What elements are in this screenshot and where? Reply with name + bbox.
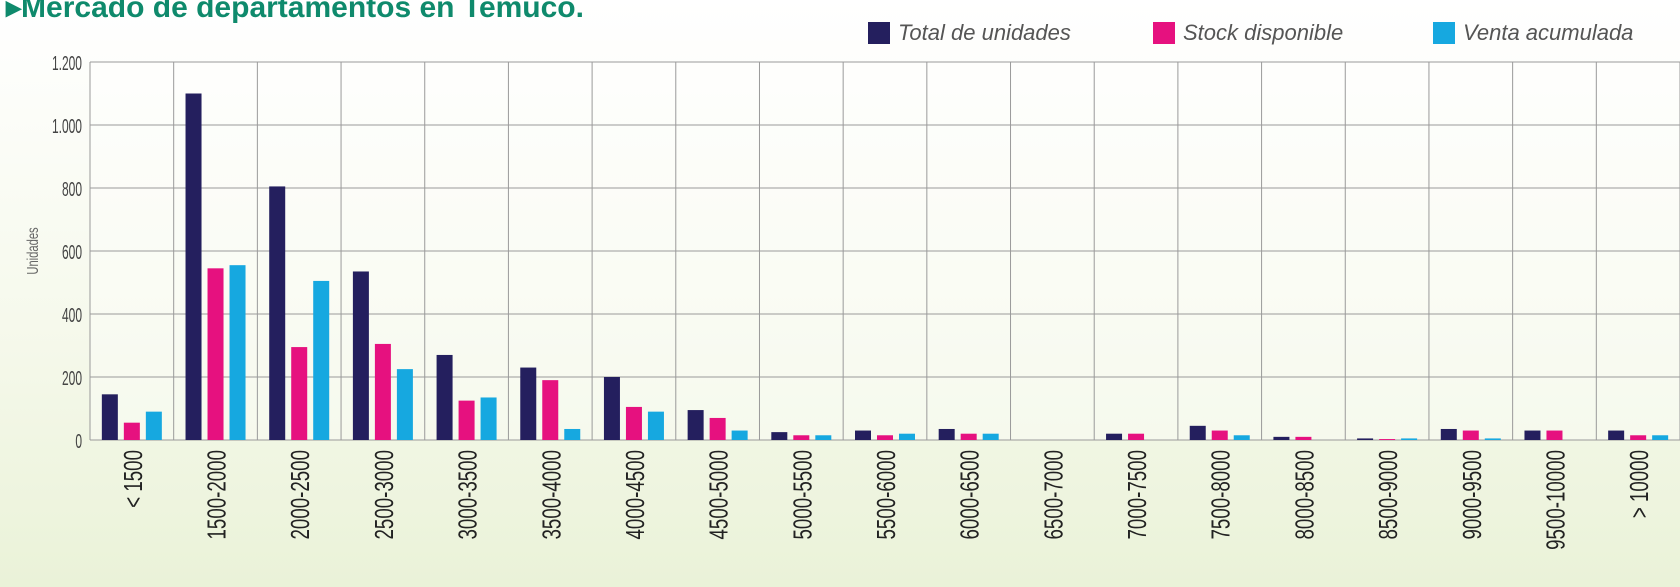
bar-total-de-unidades-2 (269, 186, 286, 440)
bar-total-de-unidades-6 (603, 377, 620, 440)
bar-total-de-unidades-5 (520, 367, 537, 440)
bar-venta-acumulada-5 (564, 428, 581, 440)
bar-venta-acumulada-8 (815, 435, 832, 440)
bar-venta-acumulada-3 (396, 369, 413, 440)
y-tick-label: 0 (75, 431, 82, 453)
bar-stock-disponible-5 (542, 380, 559, 440)
bar-total-de-unidades-9 (855, 430, 871, 440)
bar-venta-acumulada-13 (1233, 435, 1250, 440)
bar-venta-acumulada-18 (1652, 435, 1669, 440)
legend-item-total: Total de unidades (868, 20, 1071, 46)
x-tick-label: 9500-10000 (1540, 450, 1570, 550)
legend-swatch-venta (1433, 22, 1455, 44)
bar-stock-disponible-0 (123, 422, 140, 440)
x-tick-label: 6500-7000 (1038, 450, 1068, 539)
legend-label-venta: Venta acumulada (1463, 20, 1634, 45)
bar-venta-acumulada-10 (982, 433, 999, 440)
x-tick-label: 7500-8000 (1206, 450, 1236, 539)
bar-stock-disponible-17 (1546, 430, 1563, 440)
x-tick-label: 5500-6000 (871, 450, 901, 539)
bar-total-de-unidades-17 (1524, 430, 1541, 440)
bar-stock-disponible-3 (374, 343, 391, 440)
bar-venta-acumulada-9 (899, 433, 915, 440)
x-tick-label: 8500-9000 (1373, 450, 1403, 539)
bar-total-de-unidades-4 (436, 354, 453, 440)
legend-swatch-stock (1153, 22, 1175, 44)
bar-total-de-unidades-7 (687, 410, 704, 440)
x-tick-label: 8000-8500 (1289, 450, 1319, 539)
bar-stock-disponible-12 (1128, 433, 1145, 440)
x-tick-label: < 1500 (118, 450, 148, 508)
bar-venta-acumulada-1 (229, 265, 246, 440)
bar-stock-disponible-16 (1462, 430, 1479, 440)
bar-total-de-unidades-16 (1440, 428, 1457, 440)
y-axis-label: Unidades (23, 227, 42, 274)
x-tick-label: 1500-2000 (201, 450, 231, 539)
bar-stock-disponible-7 (709, 417, 726, 440)
bar-venta-acumulada-2 (313, 280, 330, 440)
x-tick-label: > 10000 (1624, 450, 1654, 518)
y-tick-label: 1.200 (52, 53, 82, 75)
y-tick-label: 800 (62, 179, 82, 201)
bar-venta-acumulada-15 (1401, 438, 1418, 440)
bar-stock-disponible-2 (291, 347, 308, 440)
bar-total-de-unidades-0 (101, 394, 118, 440)
bar-total-de-unidades-15 (1357, 438, 1374, 440)
bar-venta-acumulada-6 (647, 411, 664, 440)
y-tick-label: 200 (62, 368, 82, 390)
x-tick-label: 4000-4500 (620, 450, 650, 539)
x-tick-label: 4500-5000 (704, 450, 734, 539)
bar-total-de-unidades-3 (352, 271, 369, 440)
bar-stock-disponible-10 (960, 433, 977, 440)
bar-stock-disponible-9 (877, 435, 893, 440)
axes: 0 200 400 600 800 1.000 1.200 Unidades < 1500 150… (23, 53, 1654, 550)
bar-total-de-unidades-12 (1106, 433, 1123, 440)
x-tick-label: 2500-3000 (369, 450, 399, 539)
bar-stock-disponible-15 (1379, 439, 1396, 440)
legend-swatch-total (868, 22, 890, 44)
y-tick-label: 600 (62, 242, 82, 264)
bar-stock-disponible-8 (793, 435, 810, 440)
legend-label-stock: Stock disponible (1183, 20, 1344, 45)
bar-total-de-unidades-1 (185, 93, 202, 440)
bar-stock-disponible-13 (1211, 430, 1228, 440)
legend-label-total: Total de unidades (898, 20, 1071, 45)
x-tick-label: 2000-2500 (285, 450, 315, 539)
chart-title: ▸Mercado de departamentos en Temuco. (6, 0, 584, 24)
bar-stock-disponible-4 (458, 400, 475, 440)
bar-total-de-unidades-10 (938, 428, 955, 440)
x-tick-label: 3000-3500 (452, 450, 482, 539)
bar-total-de-unidades-14 (1273, 436, 1290, 440)
bars (101, 93, 1669, 440)
bar-stock-disponible-14 (1295, 436, 1312, 440)
y-tick-label: 400 (62, 305, 82, 327)
bar-total-de-unidades-18 (1608, 430, 1625, 440)
bar-total-de-unidades-13 (1189, 425, 1206, 440)
x-tick-label: 7000-7500 (1122, 450, 1152, 539)
x-tick-label: 5000-5500 (787, 450, 817, 539)
bar-venta-acumulada-7 (731, 430, 748, 440)
bar-venta-acumulada-4 (480, 397, 497, 440)
y-tick-label: 1.000 (52, 116, 82, 138)
x-tick-label: 9000-9500 (1457, 450, 1487, 539)
legend-item-venta: Venta acumulada (1433, 20, 1633, 46)
bar-stock-disponible-18 (1630, 435, 1647, 440)
x-tick-label: 3500-4000 (536, 450, 566, 539)
x-tick-label: 6000-6500 (955, 450, 985, 539)
legend-item-stock: Stock disponible (1153, 20, 1343, 46)
bar-stock-disponible-1 (207, 268, 224, 440)
bar-total-de-unidades-8 (771, 432, 788, 440)
bar-venta-acumulada-0 (145, 411, 162, 440)
bar-venta-acumulada-16 (1484, 438, 1501, 440)
bar-stock-disponible-6 (625, 406, 642, 440)
